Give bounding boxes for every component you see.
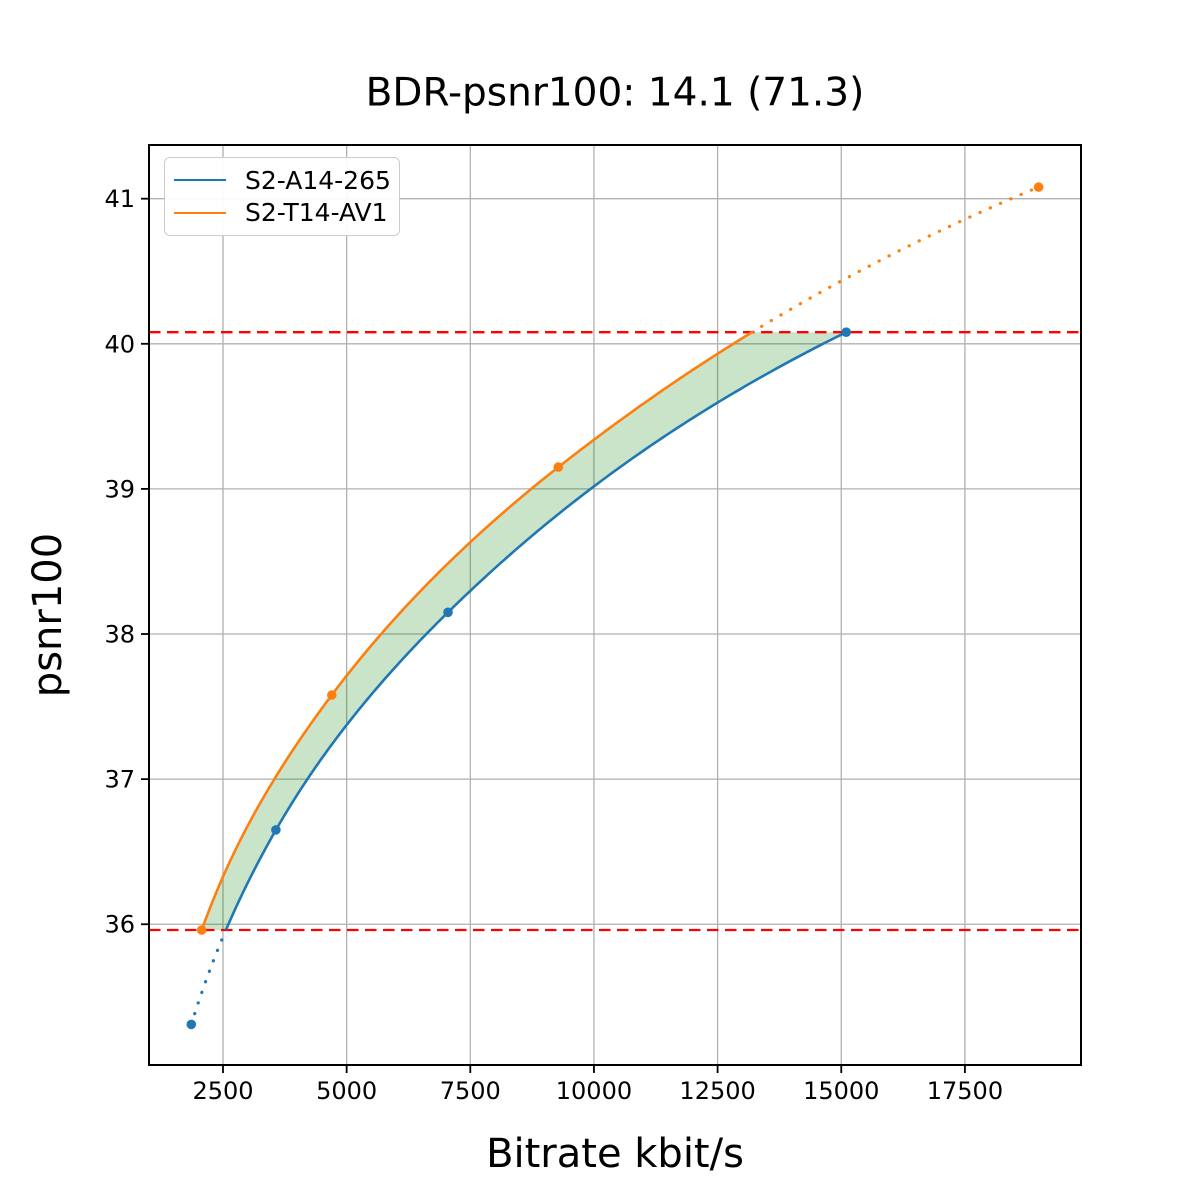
x-tick-label: 17500 [927, 1077, 1003, 1105]
series-line-S2-T14-AV1 [200, 331, 753, 931]
y-tick-label: 39 [104, 475, 135, 503]
x-axis-label: Bitrate kbit/s [486, 1131, 744, 1177]
x-tick-label: 10000 [556, 1077, 632, 1105]
y-tick-label: 37 [104, 766, 135, 794]
data-point-marker [186, 1019, 197, 1030]
series-line-S2-A14-265 [224, 331, 847, 931]
x-tick-label: 15000 [803, 1077, 879, 1105]
legend-line-sample [174, 211, 226, 214]
legend-label: S2-A14-265 [245, 165, 391, 195]
x-tick-label: 7500 [440, 1077, 501, 1105]
legend-line-sample [174, 179, 226, 182]
y-tick-label: 36 [104, 911, 135, 939]
legend: S2-A14-265 S2-T14-AV1 [164, 157, 400, 236]
bd-overlap-fill [201, 332, 847, 930]
legend-item: S2-A14-265 [165, 168, 399, 193]
series-dotted-S2-A14-265 [189, 928, 228, 1026]
data-point-marker [1033, 182, 1044, 192]
data-point-marker [443, 607, 453, 618]
y-tick-label: 41 [104, 185, 135, 213]
series-dotted-S2-T14-AV1 [750, 185, 1041, 334]
data-point-marker [841, 327, 851, 338]
y-tick-label: 40 [104, 330, 135, 358]
data-point-marker [196, 925, 207, 935]
y-axis-label: psnr100 [25, 532, 71, 698]
legend-item: S2-T14-AV1 [165, 200, 399, 225]
x-tick-label: 12500 [679, 1077, 755, 1105]
plot-border [148, 144, 1082, 1066]
data-point-marker [271, 825, 281, 835]
data-point-marker [553, 462, 564, 472]
x-tick-label: 5000 [316, 1077, 377, 1105]
data-point-marker [327, 690, 337, 700]
x-tick-label: 2500 [192, 1077, 253, 1105]
legend-label: S2-T14-AV1 [245, 198, 388, 228]
y-tick-label: 38 [104, 621, 135, 649]
chart-title: BDR-psnr100: 14.1 (71.3) [365, 70, 865, 116]
